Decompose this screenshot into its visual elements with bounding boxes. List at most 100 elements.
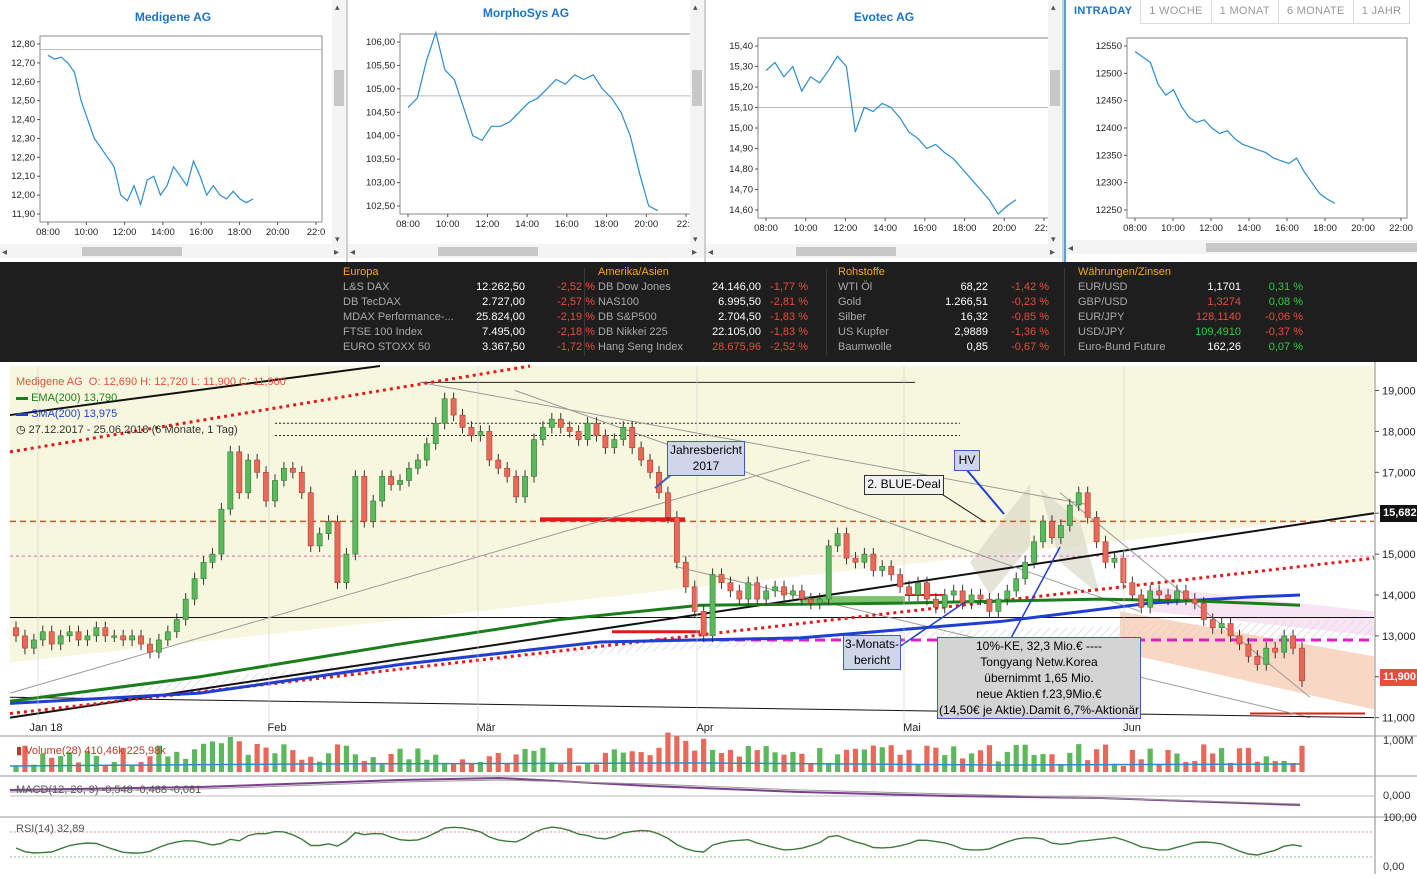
candle-body: [48, 631, 55, 645]
volume-bar: [1076, 744, 1082, 772]
volume-bar: [1004, 751, 1010, 772]
candle-body: [388, 476, 394, 485]
tab-1-woche[interactable]: 1 WOCHE: [1141, 0, 1212, 24]
main-chart-area[interactable]: 19,00018,00017,00016,00015,00014,00013,0…: [0, 362, 1417, 874]
y-tick-label: 14,000: [1382, 590, 1416, 602]
price-badge-upper: 15,682: [1380, 505, 1417, 522]
volume-bar: [1272, 761, 1278, 772]
ticker-row[interactable]: EUR/JPY 128,1140 -0,06 %: [1078, 310, 1313, 325]
ticker-row[interactable]: GBP/USD 1,3274 0,08 %: [1078, 295, 1313, 310]
ticker-row[interactable]: MDAX Performance-... 25.824,00 -2,19 %: [343, 310, 605, 325]
ticker-row[interactable]: Silber 16,32 -0,85 %: [838, 310, 1059, 325]
tab-1-monat[interactable]: 1 MONAT: [1211, 0, 1279, 24]
instrument-change: -1,42 %: [1011, 281, 1049, 293]
ticker-row[interactable]: WTI Öl 68,22 -1,42 %: [838, 280, 1059, 295]
volume-bar: [1013, 745, 1019, 772]
mini-chart-evotec[interactable]: Evotec AG 15,40 15,30 15,20 15,10 15,00 14,90…: [706, 0, 1064, 262]
volume-bar: [1156, 764, 1162, 772]
ticker-row[interactable]: EUR/USD 1,1701 0,31 %: [1078, 280, 1313, 295]
x-month-label: Feb: [268, 722, 287, 734]
instrument-name: NAS100: [598, 296, 639, 308]
annotation-connector: [1009, 546, 1061, 641]
volume-bar: [209, 741, 216, 772]
y-tick-label: 14,70: [729, 185, 753, 196]
price-line: [1134, 51, 1336, 204]
candle-body: [620, 427, 627, 440]
instrument-price: 22.105,00: [712, 326, 761, 338]
instrument-name: DB Dow Jones: [598, 281, 671, 293]
candle-body: [379, 476, 386, 502]
y-tick-label: 12250: [1096, 205, 1122, 216]
scroll-left-icon: ◂: [2, 247, 7, 258]
scrollbar-thumb: [796, 247, 896, 256]
candle-body: [665, 492, 671, 518]
candle-body: [1138, 594, 1145, 608]
candlestick-chart[interactable]: 19,00018,00017,00016,00015,00014,00013,0…: [0, 362, 1417, 874]
candle-body: [825, 545, 832, 600]
candle-body: [1147, 590, 1154, 608]
volume-bar: [1210, 753, 1216, 772]
ticker-row[interactable]: L&S DAX 12.262,50 -2,52 %: [343, 280, 605, 295]
volume-bar: [424, 759, 430, 772]
mini-chart-title: Medigene AG: [134, 10, 212, 24]
annotation-line: (14,50€ je Aktie).Damit 6,7%-Aktionär: [938, 703, 1140, 717]
y-tick-label: 13,000: [1382, 631, 1416, 643]
ticker-row[interactable]: DB Nikkei 225 22.105,00 -1,83 %: [598, 325, 818, 340]
ticker-row[interactable]: DB S&P500 2.704,50 -1,83 %: [598, 310, 818, 325]
ema-200-line: [9, 597, 1301, 703]
ticker-section-heading: Europa: [343, 266, 379, 278]
volume-bar: [388, 753, 394, 772]
tab-intraday[interactable]: INTRADAY: [1066, 0, 1142, 24]
instrument-name: USD/JPY: [1078, 326, 1125, 338]
volume-bar: [629, 751, 635, 772]
x-tick-label: 12:00: [834, 223, 858, 234]
candle-body: [834, 533, 841, 547]
candle-body: [281, 467, 287, 481]
instrument-price: 1,1701: [1207, 281, 1241, 293]
y-tick-label: 18,000: [1382, 426, 1416, 438]
ticker-row[interactable]: Gold 1.266,51 -0,23 %: [838, 295, 1059, 310]
ticker-row[interactable]: DB Dow Jones 24.146,00 -1,77 %: [598, 280, 818, 295]
instrument-change: -2,52 %: [770, 341, 808, 353]
price-line: [407, 30, 659, 212]
macd-axis-tick: 0,000: [1383, 790, 1411, 802]
volume-bar: [1147, 748, 1153, 772]
candle-body: [843, 533, 850, 559]
ticker-row[interactable]: US Kupfer 2,9889 -1,36 %: [838, 325, 1059, 340]
mini-chart-medigene[interactable]: Medigene AG 12,80 12,70 12,60 12,50 12,40 12,…: [0, 0, 348, 262]
ticker-row[interactable]: Euro-Bund Future 162,26 0,07 %: [1078, 340, 1313, 355]
mini-chart-morphosys[interactable]: MorphoSys AG 106,00 105,50 105,00 104,50 104…: [348, 0, 706, 262]
volume-bar: [1040, 754, 1046, 772]
candle-body: [272, 480, 278, 502]
annotation-line: 2017: [692, 459, 720, 473]
upper-trend-line: [9, 365, 381, 417]
tab-1-jahr[interactable]: 1 JAHR: [1353, 0, 1411, 24]
instrument-price: 2.727,00: [482, 296, 525, 308]
ticker-row[interactable]: EURO STOXX 50 3.367,50 -1,72 %: [343, 340, 605, 355]
candle-body: [468, 427, 475, 436]
volume-bar: [897, 754, 903, 772]
ticker-row[interactable]: DB TecDAX 2.727,00 -2,57 %: [343, 295, 605, 310]
x-tick-label: 10:00: [1161, 223, 1185, 234]
x-tick-label: 08:00: [754, 223, 778, 234]
volume-bar: [701, 738, 707, 772]
instrument-change: 0,31 %: [1268, 281, 1303, 293]
annotation-connector: [939, 492, 986, 523]
volume-bar: [602, 752, 609, 772]
ticker-row[interactable]: NAS100 6.995,50 -2,81 %: [598, 295, 818, 310]
y-tick-label: 11,90: [12, 209, 35, 220]
volume-bar: [397, 748, 403, 772]
ticker-section-heading: Währungen/Zinsen: [1078, 266, 1171, 278]
tab-6-monate[interactable]: 6 MONATE: [1278, 0, 1354, 24]
intraday-panel[interactable]: INTRADAY 1 WOCHE 1 MONAT 6 MONATE 1 JAHR…: [1064, 0, 1417, 262]
volume-bar: [254, 744, 260, 772]
y-tick-label: 103,00: [366, 178, 395, 189]
volume-bar: [549, 762, 555, 772]
ticker-row[interactable]: FTSE 100 Index 7.495,00 -2,18 %: [343, 325, 605, 340]
ticker-row[interactable]: Hang Seng Index 28.675,96 -2,52 %: [598, 340, 818, 355]
ticker-row[interactable]: USD/JPY 109,4910 -0,37 %: [1078, 325, 1313, 340]
candle-body: [772, 586, 778, 592]
ticker-row[interactable]: Baumwolle 0,85 -0,67 %: [838, 340, 1059, 355]
scroll-up-icon: ▴: [335, 2, 340, 12]
volume-bar: [611, 749, 617, 772]
